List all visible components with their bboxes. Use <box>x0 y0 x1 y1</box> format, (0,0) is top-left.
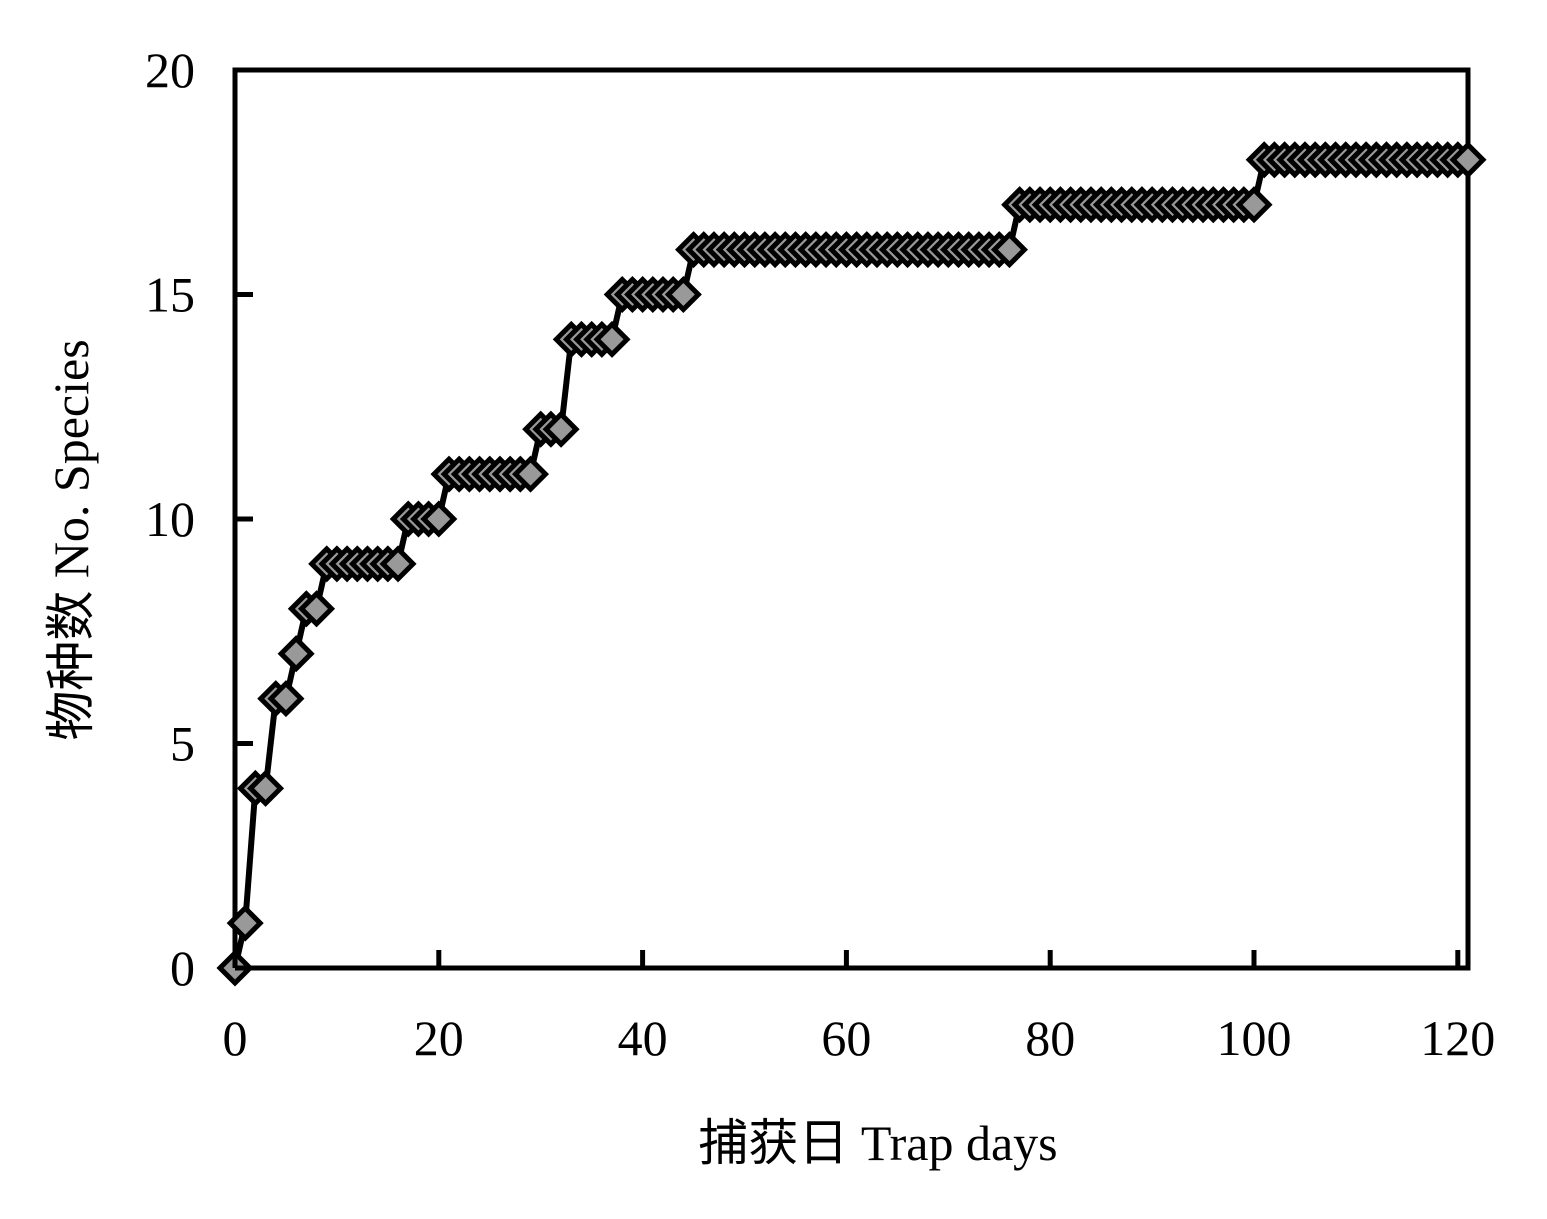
data-point <box>1449 141 1487 179</box>
data-point <box>226 904 264 942</box>
data-point <box>593 320 631 358</box>
plot-area <box>216 67 1487 987</box>
data-point <box>297 590 336 628</box>
x-tick-label: 20 <box>414 1010 464 1066</box>
data-point <box>1235 186 1273 224</box>
x-tick-label: 40 <box>618 1010 668 1066</box>
data-point <box>267 680 305 718</box>
data-point <box>511 455 550 493</box>
x-tick-label: 60 <box>821 1010 871 1066</box>
data-point <box>277 635 315 673</box>
x-tick-label: 120 <box>1420 1010 1495 1066</box>
data-point <box>664 275 702 314</box>
x-tick-label: 100 <box>1217 1010 1292 1066</box>
y-tick-label: 5 <box>170 716 195 772</box>
y-axis-title: 物种数 No. Species <box>43 339 99 740</box>
x-axis-title: 捕获日 Trap days <box>698 1115 1057 1171</box>
data-point <box>420 500 458 538</box>
data-point <box>990 231 1028 269</box>
y-tick-label: 15 <box>145 267 195 323</box>
x-tick-label: 0 <box>223 1010 248 1066</box>
x-tick-label: 80 <box>1025 1010 1075 1066</box>
data-point <box>542 410 580 448</box>
data-point <box>379 545 417 583</box>
y-tick-label: 10 <box>145 491 195 547</box>
x-axis-ticks: 0 20 40 60 80 100 120 <box>223 950 1495 1066</box>
data-point <box>247 769 285 807</box>
y-axis-ticks: 0 5 10 15 20 <box>145 42 253 996</box>
series-line <box>232 156 1468 969</box>
y-tick-label: 0 <box>170 940 195 996</box>
y-tick-label: 20 <box>145 42 195 98</box>
